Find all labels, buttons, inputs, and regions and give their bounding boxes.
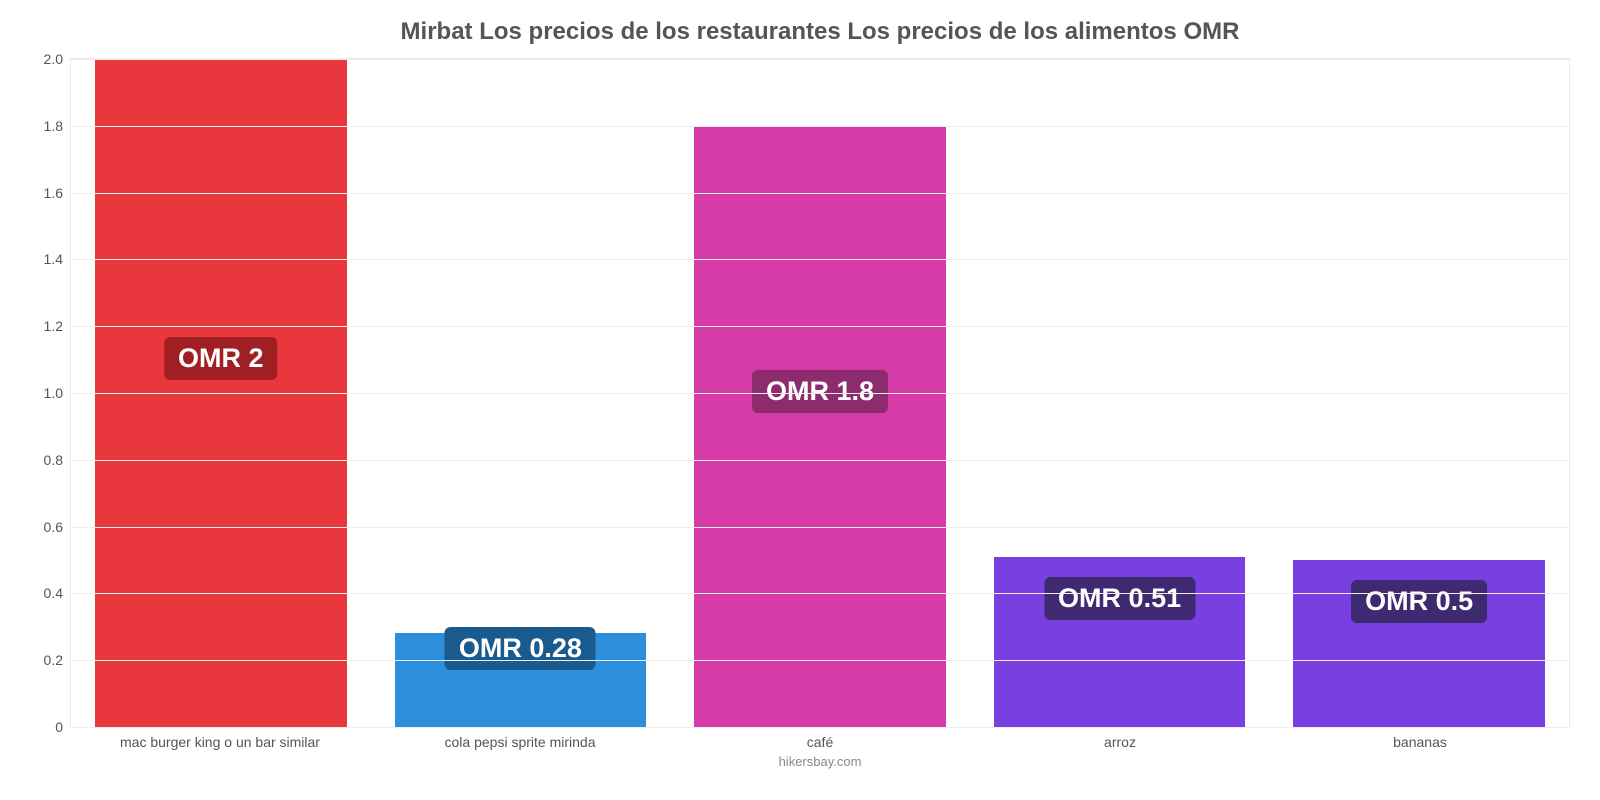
x-axis-label: mac burger king o un bar similar <box>70 734 370 750</box>
x-axis-label: café <box>670 734 970 750</box>
y-tick-label: 0.8 <box>21 452 63 468</box>
y-tick-label: 0.2 <box>21 652 63 668</box>
y-tick-label: 1.8 <box>21 118 63 134</box>
source-text: hikersbay.com <box>70 754 1570 769</box>
price-chart: Mirbat Los precios de los restaurantes L… <box>0 0 1600 800</box>
value-badge: OMR 0.28 <box>445 627 596 670</box>
y-tick-label: 1.0 <box>21 385 63 401</box>
x-axis-label: arroz <box>970 734 1270 750</box>
grid-line <box>71 126 1569 127</box>
value-badge: OMR 2 <box>164 337 278 380</box>
grid-line <box>71 460 1569 461</box>
y-tick-label: 0 <box>21 719 63 735</box>
y-tick-label: 1.2 <box>21 318 63 334</box>
plot-area: OMR 2OMR 0.28OMR 1.8OMR 0.51OMR 0.5 00.2… <box>70 58 1570 728</box>
y-tick-label: 0.6 <box>21 519 63 535</box>
y-tick-label: 2.0 <box>21 51 63 67</box>
grid-line <box>71 527 1569 528</box>
grid-line <box>71 193 1569 194</box>
chart-title: Mirbat Los precios de los restaurantes L… <box>70 10 1570 58</box>
x-axis-label: bananas <box>1270 734 1570 750</box>
grid-line <box>71 727 1569 728</box>
y-tick-label: 1.4 <box>21 251 63 267</box>
value-badge: OMR 0.51 <box>1044 577 1195 620</box>
grid-line <box>71 660 1569 661</box>
x-axis-label: cola pepsi sprite mirinda <box>370 734 670 750</box>
grid-line <box>71 259 1569 260</box>
grid-line <box>71 59 1569 60</box>
grid-line <box>71 326 1569 327</box>
grid-line <box>71 393 1569 394</box>
grid-line <box>71 593 1569 594</box>
x-axis: mac burger king o un bar similarcola pep… <box>70 734 1570 750</box>
y-tick-label: 1.6 <box>21 185 63 201</box>
value-badge: OMR 0.5 <box>1351 580 1487 623</box>
bar <box>694 126 946 727</box>
y-tick-label: 0.4 <box>21 585 63 601</box>
value-badge: OMR 1.8 <box>752 370 888 413</box>
